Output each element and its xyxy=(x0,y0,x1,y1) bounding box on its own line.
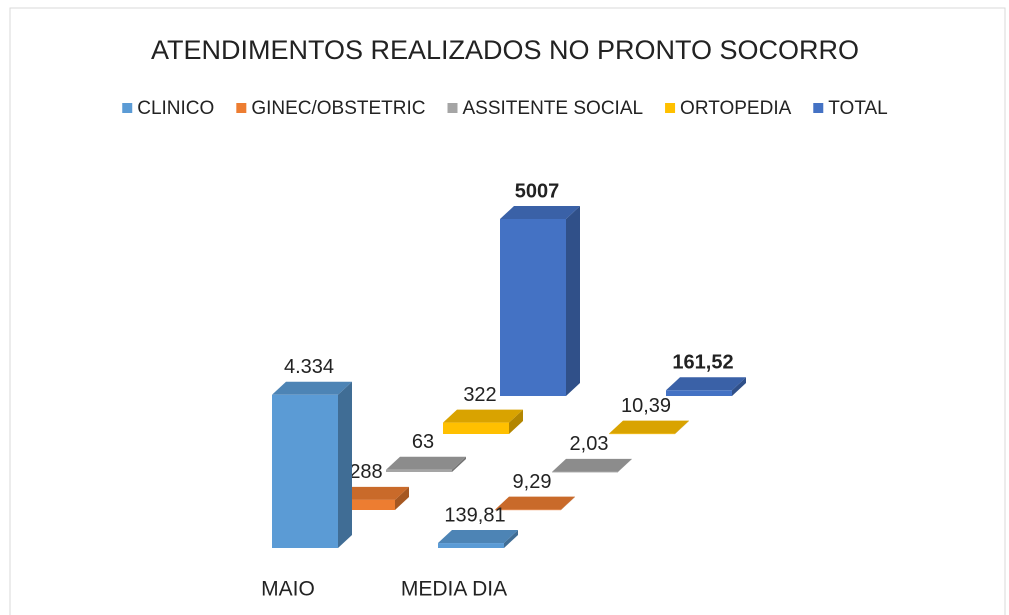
legend: CLINICO GINEC/OBSTETRIC ASSITENTE SOCIAL OR… xyxy=(122,98,888,119)
bar-front xyxy=(438,543,504,548)
data-label: 2,03 xyxy=(570,433,609,455)
bar-side xyxy=(732,377,746,396)
bar-side xyxy=(561,496,575,510)
legend-label: ASSITENTE SOCIAL xyxy=(463,98,644,119)
data-label: 288 xyxy=(349,461,382,483)
bar xyxy=(500,206,580,396)
bar-front xyxy=(329,499,395,510)
data-label: 322 xyxy=(463,384,496,406)
legend-label: ORTOPEDIA xyxy=(680,98,792,119)
bar xyxy=(438,530,518,548)
legend-swatch xyxy=(813,103,824,113)
bar-front xyxy=(552,471,618,473)
bar-top xyxy=(443,409,523,423)
legend-swatch xyxy=(236,103,247,113)
bar-top xyxy=(438,530,518,544)
data-label: 139,81 xyxy=(444,504,505,526)
bar xyxy=(552,458,632,473)
data-label: 5007 xyxy=(515,180,560,202)
bar-front xyxy=(666,390,732,396)
bar-top xyxy=(666,377,746,391)
legend-swatch xyxy=(447,103,458,113)
bar-front xyxy=(386,469,452,472)
data-label: 4.334 xyxy=(284,356,334,378)
bar-front xyxy=(495,509,561,511)
bar-front xyxy=(443,422,509,434)
bar-side xyxy=(452,456,466,472)
bar xyxy=(386,456,466,472)
bar-side xyxy=(504,530,518,548)
bar-side xyxy=(395,486,409,510)
bar-side xyxy=(566,206,580,396)
bar-top xyxy=(552,458,632,472)
bar-top xyxy=(609,420,689,434)
bar xyxy=(609,420,689,435)
bar xyxy=(443,409,523,434)
chart-title: ATENDIMENTOS REALIZADOS NO PRONTO SOCORR… xyxy=(151,35,859,65)
bar-side xyxy=(338,381,352,548)
bar-front xyxy=(500,219,566,396)
data-label: 161,52 xyxy=(672,352,733,374)
x-tick-label: MAIO xyxy=(261,578,315,601)
bar-side xyxy=(618,458,632,472)
bar-top xyxy=(386,456,466,470)
legend-swatch xyxy=(665,103,676,113)
data-label: 10,39 xyxy=(621,395,671,417)
bar xyxy=(272,381,352,548)
frame xyxy=(9,7,1006,615)
bar-side xyxy=(509,409,523,434)
bar xyxy=(495,496,575,511)
bar-top xyxy=(272,381,352,395)
bar-front xyxy=(609,433,675,435)
bar-top xyxy=(500,206,580,219)
legend-label: CLINICO xyxy=(137,98,214,119)
data-label: 9,29 xyxy=(513,471,552,493)
legend-swatch xyxy=(122,103,133,113)
bar-front xyxy=(272,394,338,548)
bar-side xyxy=(675,420,689,434)
x-tick-label: MEDIA DIA xyxy=(401,578,507,601)
legend-label: TOTAL xyxy=(828,98,887,119)
legend-label: GINEC/OBSTETRIC xyxy=(251,98,425,119)
bar-top xyxy=(495,496,575,510)
data-label: 63 xyxy=(412,431,434,453)
bar xyxy=(666,377,746,396)
